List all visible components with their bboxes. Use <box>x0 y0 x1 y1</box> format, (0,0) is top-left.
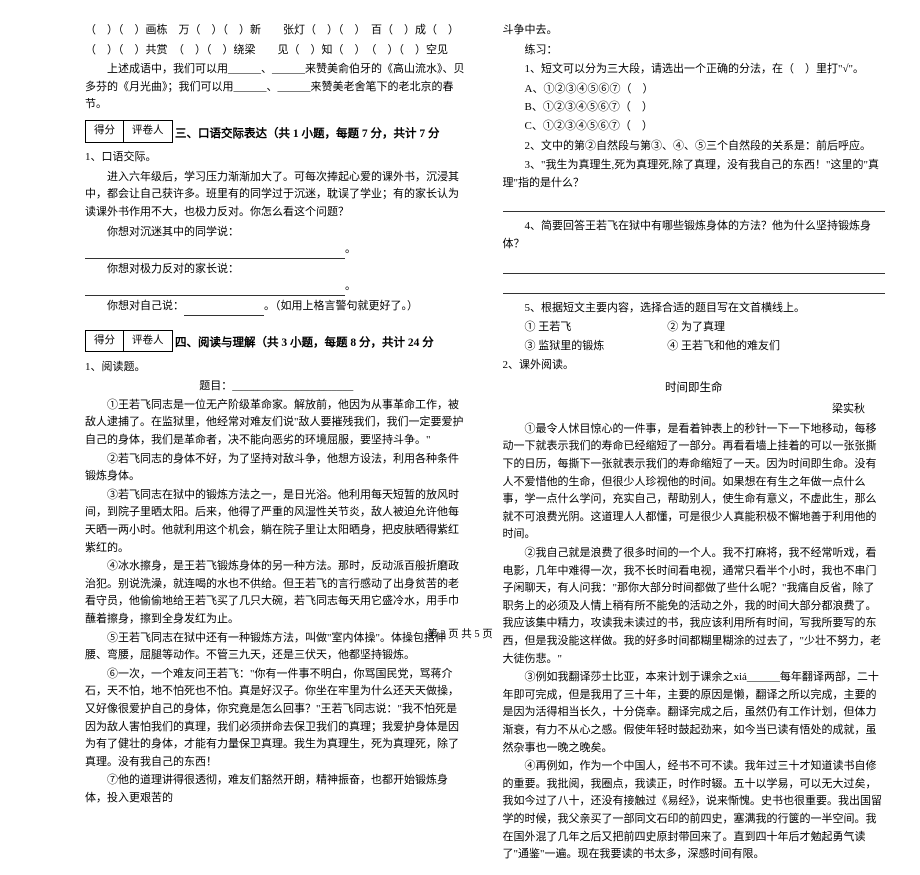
idiom-line-1: （ ）（ ）画栋 万（ ）（ ）新 张灯（ ）（ ） 百（ ）成（ ） <box>85 22 468 40</box>
score-label: 得分 <box>86 331 124 352</box>
s3-line2: 你想对极力反对的家长说：。 <box>85 261 468 296</box>
r-p3: ③例如我翻译莎士比亚，本来计划于课余之xiá______每年翻译两部，二十年即可… <box>503 669 886 757</box>
r-q5: 5、根据短文主要内容，选择合适的题目写在文首横线上。 <box>503 300 886 318</box>
blank-input[interactable] <box>184 304 264 316</box>
r-p4: ④再例如，作为一个中国人，经书不可不读。我年过三十才知道读书自修的重要。我批阅，… <box>503 758 886 864</box>
left-column: （ ）（ ）画栋 万（ ）（ ）新 张灯（ ）（ ） 百（ ）成（ ） （ ）（… <box>85 20 468 865</box>
idiom-line-2: （ ）（ ）共赏 （ ）（ ）绕梁 见（ ）知（ ） （ ）（ ）空见 <box>85 42 468 60</box>
s4-p1: ①王若飞同志是一位无产阶级革命家。解放前，他因为从事革命工作，被敌人逮捕了。在监… <box>85 397 468 450</box>
r-practice: 练习： <box>503 42 886 60</box>
s3-line1: 你想对沉迷其中的同学说：。 <box>85 224 468 259</box>
score-box-3: 得分 评卷人 <box>85 120 173 143</box>
s3-paragraph: 进入六年级后，学习压力渐渐加大了。可每次捧起心爱的课外书，沉浸其中，都会让自己获… <box>85 169 468 222</box>
s4-p2: ②若飞同志的身体不好，为了坚持对敌斗争，他想方设法，利用各种条件锻炼身体。 <box>85 451 468 486</box>
r-p1: ①最令人怵目惊心的一件事，是看着钟表上的秒针一下一下地移动，每移动一下就表示我们… <box>503 421 886 544</box>
s4-p3: ③若飞同志在狱中的锻炼方法之一，是日光浴。他利用每天短暂的放风时间，到院子里晒太… <box>85 487 468 557</box>
fill-prompt: 上述成语中，我们可以用______、______来赞美俞伯牙的《高山流水》、贝多… <box>85 61 468 114</box>
section-3-title: 三、口语交际表达（共 1 小题，每题 7 分，共计 7 分 <box>175 125 468 143</box>
score-box-4: 得分 评卷人 <box>85 330 173 353</box>
score-label: 得分 <box>86 121 124 142</box>
blank-input[interactable] <box>85 284 345 296</box>
section-4-title: 四、阅读与理解（共 3 小题，每题 8 分，共计 24 分 <box>175 334 468 352</box>
s4-q1: 1、阅读题。 <box>85 359 468 377</box>
blank-line[interactable] <box>503 198 886 212</box>
s4-p6: ⑥一次，一个难友问王若飞："你有一件事不明白，你骂国民党，骂蒋介石，天不怕，地不… <box>85 666 468 772</box>
blank-line[interactable] <box>503 280 886 294</box>
page-footer: 第 2 页 共 5 页 <box>0 627 920 644</box>
s4-topic: 题目：______________________ <box>85 378 468 396</box>
r-optB: B、①②③④⑤⑥⑦（ ） <box>503 99 886 117</box>
r-article-author: 梁实秋 <box>503 401 886 419</box>
r-q4: 4、简要回答王若飞在狱中有哪些锻炼身体的方法？他为什么坚持锻炼身体？ <box>503 218 886 253</box>
r-q3: 3、"我生为真理生,死为真理死,除了真理，没有我自己的东西！"这里的"真理"指的… <box>503 157 886 192</box>
r-opts-row2: ③ 监狱里的锻炼 ④ 王若飞和他的难友们 <box>503 338 886 356</box>
s4-p7: ⑦他的道理讲得很透彻，难友们豁然开朗，精神振奋，也都开始锻炼身体，投入更艰苦的 <box>85 772 468 807</box>
r-top: 斗争中去。 <box>503 22 886 40</box>
blank-line[interactable] <box>503 260 886 274</box>
r-head2: 2、课外阅读。 <box>503 357 886 375</box>
r-q2: 2、文中的第②自然段与第③、④、⑤三个自然段的关系是：前后呼应。 <box>503 138 886 156</box>
right-column: 斗争中去。 练习： 1、短文可以分为三大段，请选出一个正确的分法，在（ ）里打"… <box>503 20 886 865</box>
r-q1: 1、短文可以分为三大段，请选出一个正确的分法，在（ ）里打"√"。 <box>503 61 886 79</box>
r-opts-row1: ① 王若飞 ② 为了真理 <box>503 319 886 337</box>
blank-input[interactable] <box>85 247 345 259</box>
r-article-title: 时间即生命 <box>503 379 886 397</box>
r-optA: A、①②③④⑤⑥⑦（ ） <box>503 81 886 99</box>
r-optC: C、①②③④⑤⑥⑦（ ） <box>503 118 886 136</box>
s3-line3: 你想对自己说：。（如用上格言警句就更好了。） <box>85 298 468 316</box>
s3-q1: 1、口语交际。 <box>85 149 468 167</box>
reviewer-label: 评卷人 <box>124 331 172 352</box>
s4-p4: ④冰水擦身，是王若飞锻炼身体的另一种方法。那时，反动派百般折磨政治犯。别说洗澡，… <box>85 558 468 628</box>
reviewer-label: 评卷人 <box>124 121 172 142</box>
